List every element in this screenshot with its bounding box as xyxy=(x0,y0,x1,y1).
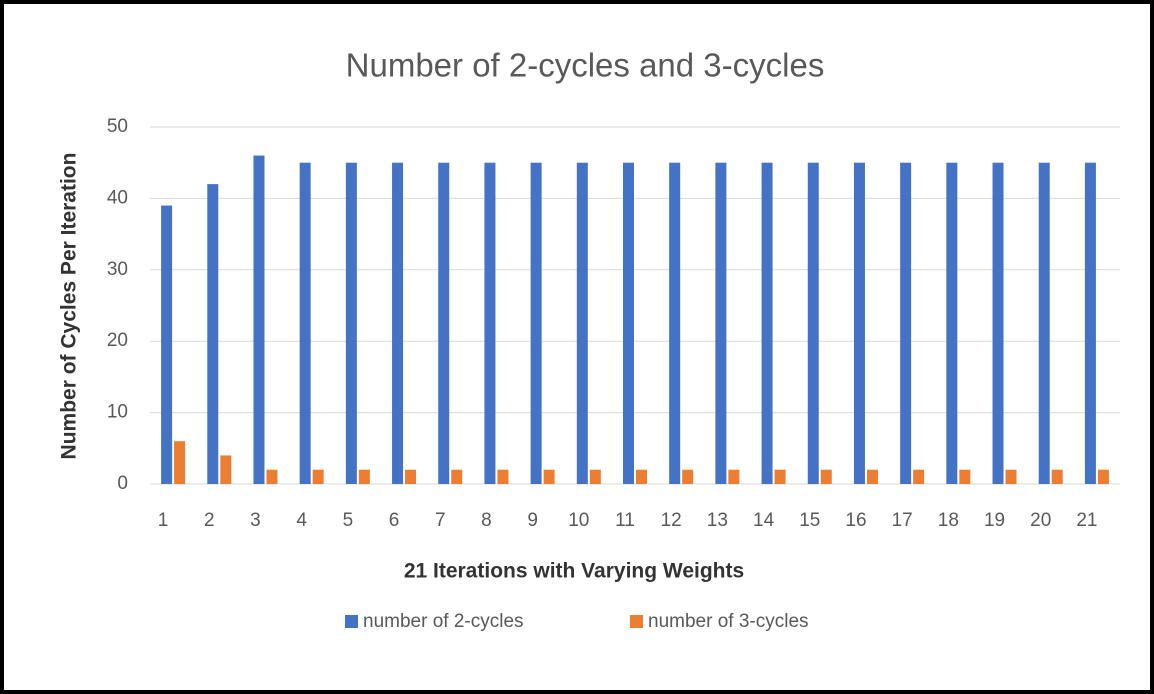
bar xyxy=(576,162,588,484)
bar xyxy=(728,469,740,484)
bar xyxy=(669,162,681,484)
x-tick-label: 4 xyxy=(296,510,307,531)
legend-swatch xyxy=(345,615,358,628)
bar xyxy=(761,162,773,484)
x-tick-label: 15 xyxy=(799,510,820,531)
bar xyxy=(807,162,819,484)
x-tick-label: 12 xyxy=(661,510,682,531)
legend-label: number of 3-cycles xyxy=(648,611,809,632)
bar xyxy=(1097,469,1109,484)
bar xyxy=(451,469,463,484)
bar xyxy=(589,469,601,484)
y-tick-label: 20 xyxy=(107,330,128,351)
y-tick-label: 0 xyxy=(117,473,128,494)
y-tick-label: 10 xyxy=(107,402,128,423)
bar xyxy=(207,184,219,484)
bar xyxy=(405,469,417,484)
y-axis-title: Number of Cycles Per Iteration xyxy=(58,153,81,460)
bar xyxy=(636,469,647,484)
y-tick-label: 40 xyxy=(107,187,128,208)
bar xyxy=(913,469,925,484)
x-tick-label: 19 xyxy=(984,510,1005,531)
x-tick-label: 6 xyxy=(389,510,400,531)
x-tick-label: 1 xyxy=(158,510,169,531)
bar xyxy=(715,162,727,484)
legend-swatch xyxy=(630,615,643,628)
x-tick-label: 11 xyxy=(615,510,635,531)
bar xyxy=(946,162,958,484)
x-tick-label: 3 xyxy=(250,510,261,531)
bar xyxy=(623,162,634,484)
x-tick-label: 18 xyxy=(938,510,959,531)
bar xyxy=(682,469,694,484)
y-tick-label: 30 xyxy=(107,259,128,280)
x-tick-label: 21 xyxy=(1076,510,1097,531)
bar xyxy=(530,162,542,484)
x-tick-label: 10 xyxy=(568,510,589,531)
bar xyxy=(866,469,878,484)
bar xyxy=(1038,162,1050,484)
x-tick-label: 16 xyxy=(845,510,866,531)
bar xyxy=(266,469,278,484)
bar xyxy=(992,162,1004,484)
bar xyxy=(1051,469,1063,484)
bar xyxy=(853,162,865,484)
bar xyxy=(299,162,311,484)
bar xyxy=(253,155,265,484)
bar xyxy=(220,455,232,484)
bar xyxy=(774,469,786,484)
legend-label: number of 2-cycles xyxy=(363,611,524,632)
y-tick-label: 50 xyxy=(107,116,128,137)
x-tick-label: 14 xyxy=(753,510,775,531)
bar xyxy=(820,469,832,484)
bar xyxy=(900,162,912,484)
bar xyxy=(543,469,555,484)
x-tick-label: 5 xyxy=(343,510,354,531)
x-tick-label: 8 xyxy=(481,510,492,531)
bar xyxy=(392,162,404,484)
bar xyxy=(959,469,971,484)
x-tick-label: 7 xyxy=(435,510,446,531)
x-tick-label: 13 xyxy=(707,510,728,531)
bar xyxy=(345,162,357,484)
x-tick-label: 2 xyxy=(204,510,215,531)
bar xyxy=(438,162,450,484)
bar xyxy=(312,469,324,484)
bar xyxy=(161,205,173,485)
bar xyxy=(484,162,496,484)
bar xyxy=(1005,469,1017,484)
bar xyxy=(358,469,370,484)
x-tick-label: 9 xyxy=(527,510,538,531)
x-tick-label: 17 xyxy=(892,510,913,531)
bar xyxy=(1084,162,1096,484)
chart-title: Number of 2-cycles and 3-cycles xyxy=(346,47,825,84)
bar xyxy=(497,469,509,484)
x-tick-label: 20 xyxy=(1030,510,1051,531)
bar xyxy=(174,441,186,484)
x-axis-title: 21 Iterations with Varying Weights xyxy=(404,560,744,583)
